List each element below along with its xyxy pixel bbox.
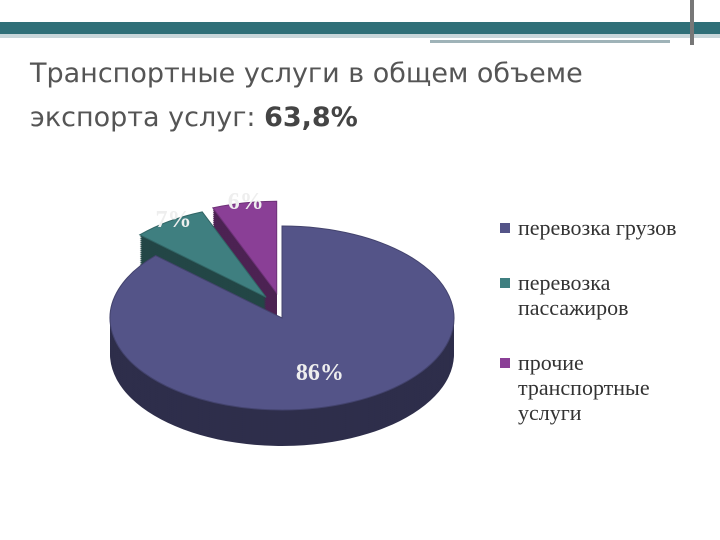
title-figure: 63,8%: [264, 102, 358, 133]
legend-swatch: [500, 278, 510, 288]
slide-title: Транспортные услуги в общем объеме экспо…: [30, 52, 700, 140]
header-stripe: [0, 34, 720, 38]
legend-label: перевозка грузов: [518, 215, 677, 240]
value-label: 7%: [155, 207, 191, 233]
header-accent: [430, 40, 670, 43]
header-bar: [0, 22, 720, 34]
slice: [211, 200, 278, 295]
header-accent: [690, 0, 694, 45]
legend-item: перевозка грузов: [500, 215, 710, 240]
slice: [138, 211, 267, 298]
legend-item: перевозка пассажиров: [500, 270, 710, 320]
slice: [109, 225, 455, 411]
value-label: 86%: [296, 360, 344, 386]
title-text: Транспортные услуги в общем объеме экспо…: [30, 58, 583, 133]
legend-item: прочие транспортные услуги: [500, 350, 710, 425]
value-label: 6%: [228, 189, 264, 215]
legend-swatch: [500, 223, 510, 233]
legend-label: прочие транспортные услуги: [518, 350, 650, 425]
legend-label: перевозка пассажиров: [518, 270, 629, 320]
pie: 86% 7% 6%: [109, 189, 455, 446]
legend: перевозка грузов перевозка пассажиров проч…: [500, 215, 710, 455]
legend-swatch: [500, 358, 510, 368]
